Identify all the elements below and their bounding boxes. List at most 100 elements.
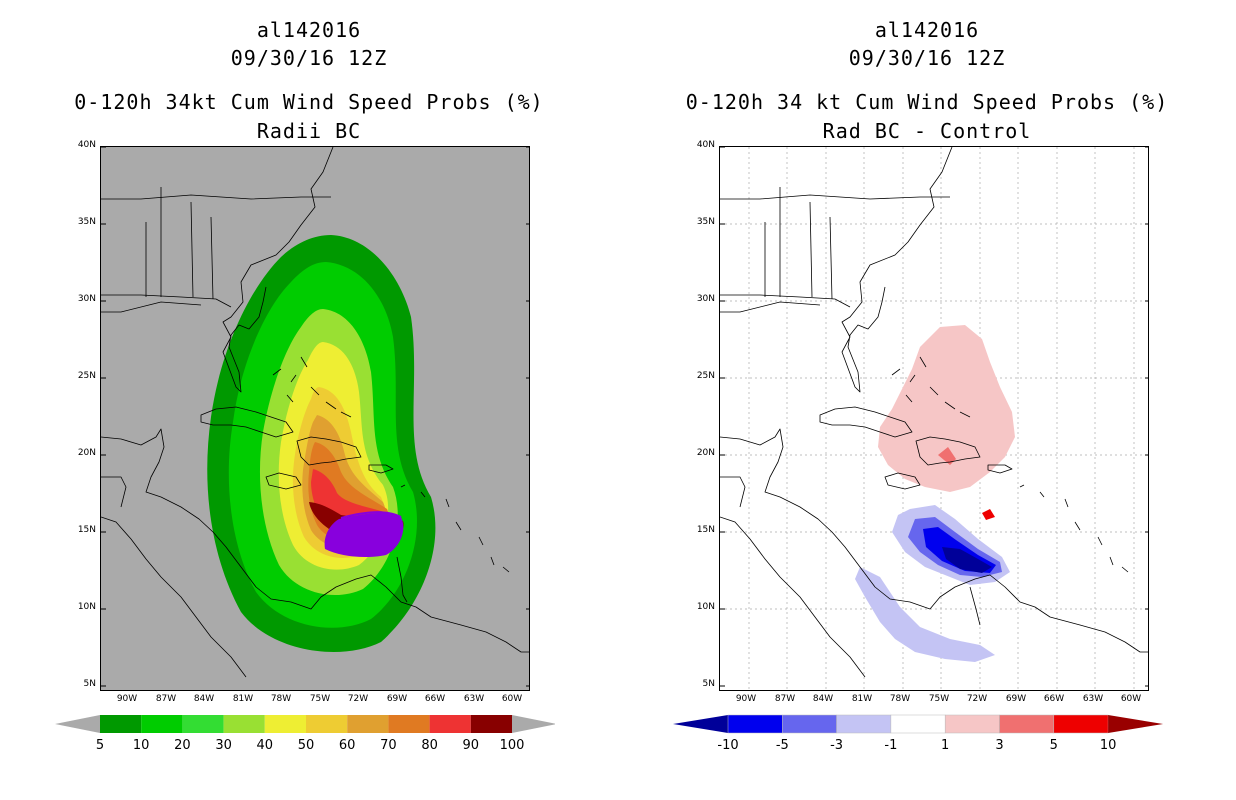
right-panel: al142016 09/30/16 12Z 0-120h 34 kt Cum W… bbox=[618, 0, 1236, 800]
lat-label: 30N bbox=[696, 294, 715, 304]
colorbar-box bbox=[944, 714, 1000, 734]
right-subtitle: Rad BC - Control bbox=[822, 119, 1032, 143]
lon-label: 72W bbox=[966, 694, 988, 704]
colorbar-box bbox=[429, 715, 471, 733]
lat-label: 5N bbox=[702, 679, 715, 689]
colorbar-box bbox=[782, 714, 837, 734]
lon-label: 63W bbox=[1082, 694, 1104, 704]
colorbar-label: 50 bbox=[297, 738, 315, 753]
colorbar-label: -5 bbox=[775, 738, 789, 753]
lat-label: 40N bbox=[696, 140, 715, 150]
positive-diff-5-area bbox=[982, 509, 995, 520]
lon-label: 84W bbox=[812, 694, 834, 704]
negative-diff-10-contour bbox=[942, 547, 992, 573]
colorbar-label: 30 bbox=[215, 738, 232, 753]
left-product-title: 0-120h 34kt Cum Wind Speed Probs (%) bbox=[74, 90, 544, 114]
right-map bbox=[719, 146, 1149, 691]
colorbar-label: 80 bbox=[421, 738, 438, 753]
colorbar-label: 20 bbox=[174, 738, 191, 753]
colorbar-label: 3 bbox=[995, 738, 1004, 753]
negative-diff-1-arm bbox=[855, 567, 995, 662]
colorbar-end-triangle bbox=[1108, 715, 1164, 733]
left-probability-field bbox=[101, 147, 529, 687]
colorbar-box bbox=[470, 715, 512, 733]
left-datetime: 09/30/16 12Z bbox=[230, 46, 388, 70]
coastlines bbox=[101, 147, 529, 678]
lat-label: 25N bbox=[77, 371, 96, 381]
lon-label: 87W bbox=[774, 694, 796, 704]
right-storm-id: al142016 bbox=[874, 18, 980, 42]
colorbar-box bbox=[141, 715, 183, 733]
colorbar-box bbox=[182, 715, 224, 733]
lon-label: 90W bbox=[735, 694, 757, 704]
right-product-title: 0-120h 34 kt Cum Wind Speed Probs (%) bbox=[685, 90, 1169, 114]
lon-label: 69W bbox=[386, 694, 408, 704]
lon-label: 84W bbox=[193, 694, 215, 704]
lat-label: 5N bbox=[83, 679, 96, 689]
colorbar-label: 1 bbox=[941, 738, 950, 753]
colorbar-label: 70 bbox=[380, 738, 397, 753]
colorbar-box bbox=[1053, 714, 1109, 734]
colorbar-box bbox=[727, 714, 783, 734]
coastlines bbox=[720, 147, 1148, 678]
colorbar-box bbox=[890, 714, 946, 734]
lon-label: 66W bbox=[1043, 694, 1065, 704]
left-subtitle: Radii BC bbox=[256, 119, 362, 143]
right-difference-field bbox=[720, 147, 1148, 690]
colorbar-label: 90 bbox=[462, 738, 480, 753]
colorbar-label: 5 bbox=[95, 738, 105, 753]
colorbar-box bbox=[100, 715, 142, 733]
colorbar-label: 10 bbox=[1099, 738, 1117, 753]
lat-label: 10N bbox=[696, 602, 715, 612]
lat-label: 25N bbox=[696, 371, 715, 381]
lat-ticks bbox=[720, 147, 1148, 687]
lon-label: 66W bbox=[424, 694, 446, 704]
colorbar-end-triangle bbox=[512, 715, 555, 733]
colorbar-end-triangle bbox=[55, 715, 100, 733]
lon-label: 60W bbox=[501, 694, 523, 704]
lon-label: 81W bbox=[232, 694, 254, 704]
positive-diff-3-area bbox=[938, 447, 956, 465]
lon-label: 81W bbox=[851, 694, 873, 704]
lon-label: 69W bbox=[1005, 694, 1027, 704]
prob-100-contour-outline bbox=[340, 511, 402, 519]
lat-label: 20N bbox=[696, 448, 715, 458]
lon-label: 78W bbox=[270, 694, 292, 704]
lon-label: 63W bbox=[463, 694, 485, 704]
lon-label: 72W bbox=[347, 694, 369, 704]
colorbar-box bbox=[388, 715, 430, 733]
lon-label: 75W bbox=[309, 694, 331, 704]
lat-label: 40N bbox=[77, 140, 96, 150]
right-datetime: 09/30/16 12Z bbox=[848, 46, 1006, 70]
lon-label: 75W bbox=[928, 694, 950, 704]
colorbar-box bbox=[264, 715, 306, 733]
colorbar-box bbox=[836, 714, 892, 734]
colorbar-box bbox=[999, 714, 1055, 734]
lat-label: 20N bbox=[77, 448, 96, 458]
colorbar-label: 10 bbox=[132, 738, 150, 753]
positive-diff-contour bbox=[878, 325, 1015, 492]
lat-label: 30N bbox=[77, 294, 96, 304]
lat-label: 15N bbox=[77, 525, 96, 535]
colorbar-box bbox=[347, 715, 389, 733]
left-map bbox=[100, 146, 530, 691]
lon-label: 87W bbox=[155, 694, 177, 704]
colorbar-box bbox=[306, 715, 348, 733]
left-storm-id: al142016 bbox=[256, 18, 362, 42]
colorbar-label: 5 bbox=[1049, 738, 1058, 753]
colorbar-label: 60 bbox=[338, 738, 356, 753]
colorbar-label: -1 bbox=[884, 738, 898, 753]
lat-label: 35N bbox=[696, 217, 715, 227]
lon-label: 90W bbox=[116, 694, 138, 704]
left-colorbar bbox=[55, 715, 555, 733]
colorbar-label: -10 bbox=[717, 738, 739, 753]
colorbar-box bbox=[223, 715, 265, 733]
colorbar-label: 40 bbox=[256, 738, 274, 753]
lon-label: 78W bbox=[889, 694, 911, 704]
lat-label: 15N bbox=[696, 525, 715, 535]
lat-ticks bbox=[101, 147, 529, 687]
lon-label: 60W bbox=[1120, 694, 1142, 704]
lat-label: 35N bbox=[77, 217, 96, 227]
left-panel: al142016 09/30/16 12Z 0-120h 34kt Cum Wi… bbox=[55, 18, 555, 753]
colorbar-end-triangle bbox=[673, 715, 728, 733]
